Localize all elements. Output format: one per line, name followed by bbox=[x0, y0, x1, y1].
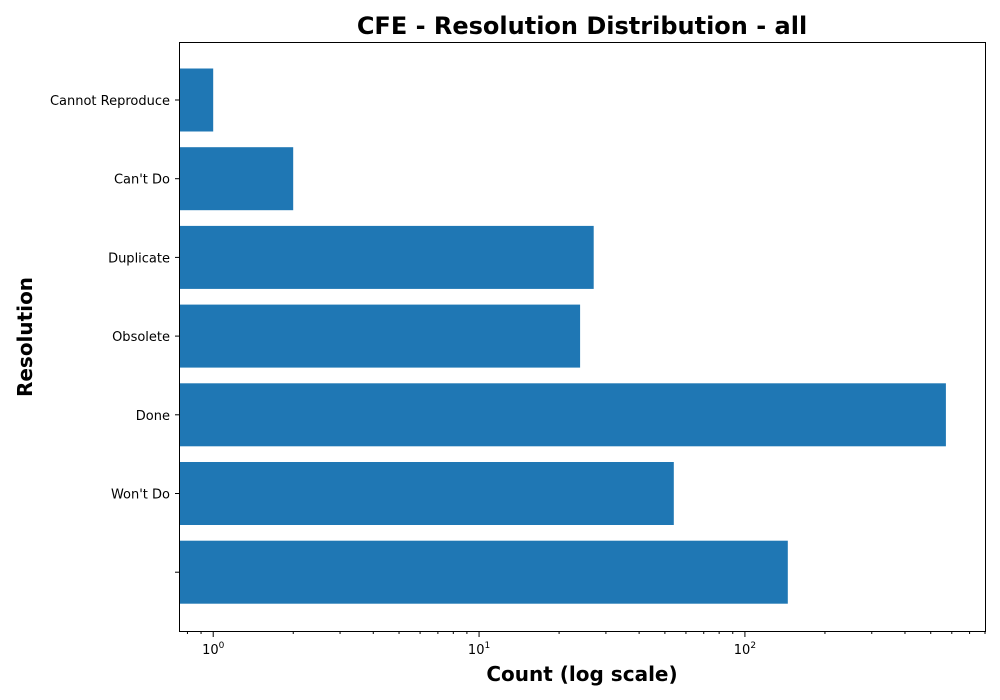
bar bbox=[180, 383, 946, 447]
y-tick-label: Can't Do bbox=[114, 173, 170, 188]
bar bbox=[180, 147, 294, 211]
y-tick-label: Won't Do bbox=[111, 488, 170, 503]
bar bbox=[180, 304, 581, 368]
x-axis-label: Count (log scale) bbox=[486, 662, 677, 686]
bar bbox=[180, 225, 594, 289]
x-tick-label: 102 bbox=[734, 641, 756, 658]
y-tick-label: Done bbox=[136, 409, 170, 424]
bar bbox=[180, 462, 674, 525]
bar bbox=[180, 68, 214, 132]
y-tick-label: Obsolete bbox=[112, 330, 170, 345]
y-axis-label: Resolution bbox=[13, 277, 37, 397]
chart-title: CFE - Resolution Distribution - all bbox=[357, 12, 807, 40]
plot-frame bbox=[179, 42, 986, 632]
plot-area: Cannot Reproduce Can't Do Duplicate Obsolet… bbox=[50, 68, 986, 658]
y-tick-label: Cannot Reproduce bbox=[50, 94, 170, 109]
bar bbox=[180, 540, 788, 604]
x-tick-label: 101 bbox=[468, 641, 490, 658]
y-tick-label: Duplicate bbox=[108, 251, 170, 266]
x-tick-label: 100 bbox=[202, 641, 225, 658]
